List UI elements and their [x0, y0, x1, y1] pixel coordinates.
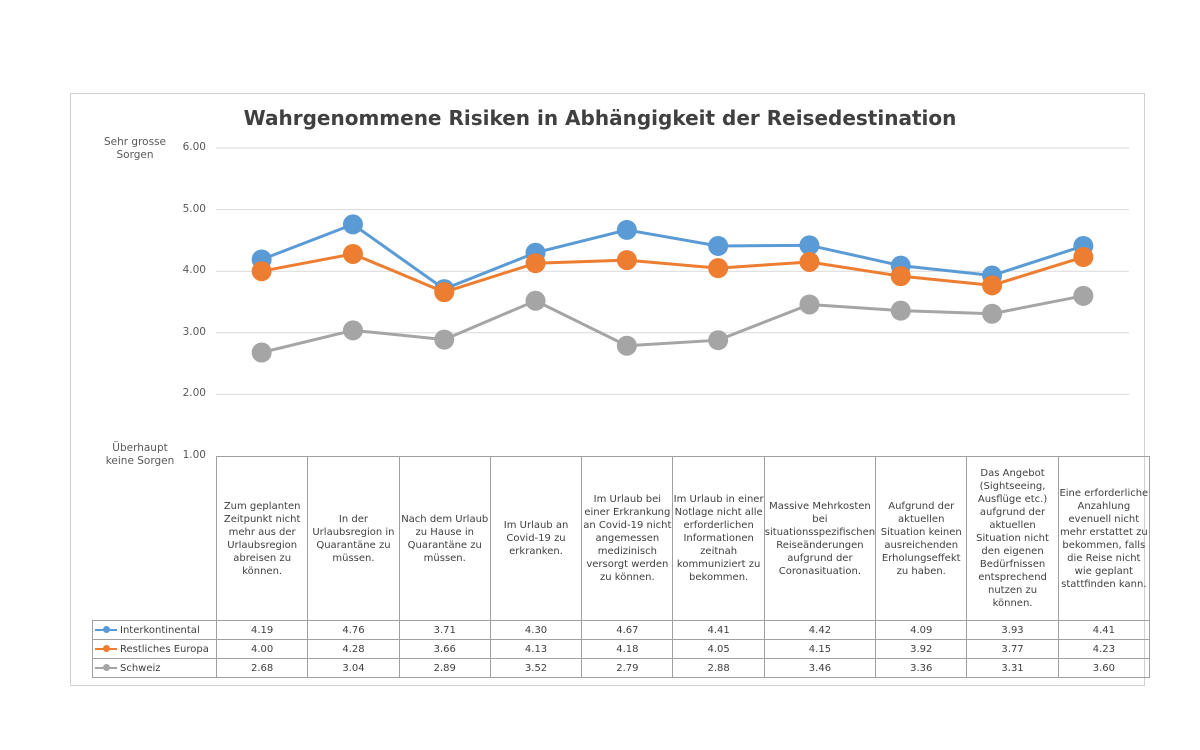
category-label: Im Urlaub in einer Notlage nicht alle er…: [672, 456, 765, 621]
legend-marker-icon: [95, 663, 117, 671]
data-point: [434, 329, 455, 350]
data-cell: 3.31: [966, 658, 1059, 678]
data-cell: 3.71: [398, 620, 491, 640]
data-table: Zum geplanten Zeitpunkt nicht mehr aus d…: [92, 456, 1150, 678]
category-label: Massive Mehrkosten bei situationsspezifi…: [763, 456, 877, 621]
data-cell: 4.23: [1057, 639, 1150, 659]
category-label: Das Angebot (Sightseeing, Ausflüge etc.)…: [966, 456, 1059, 621]
data-cell: 3.36: [875, 658, 968, 678]
table-row: Schweiz 2.68 3.04 2.89 3.52 2.79 2.88 3.46 3.36 3…: [92, 658, 1150, 678]
data-cell: 3.46: [763, 658, 877, 678]
data-point: [434, 282, 455, 303]
y-label-top: Sehr grosse Sorgen: [103, 136, 166, 161]
category-label: Zum geplanten Zeitpunkt nicht mehr aus d…: [215, 456, 309, 621]
data-cell: 4.15: [763, 639, 877, 659]
data-point: [616, 219, 637, 240]
data-cell: 4.09: [875, 620, 968, 640]
data-point: [890, 266, 911, 287]
data-point: [342, 214, 363, 235]
table-corner: [92, 456, 217, 621]
legend-entry: Restliches Europa: [92, 639, 217, 659]
data-cell: 4.05: [672, 639, 765, 659]
data-cell: 2.89: [398, 658, 491, 678]
data-point: [982, 275, 1003, 296]
data-point: [890, 300, 911, 321]
data-point: [708, 235, 729, 256]
legend-label: Restliches Europa: [120, 643, 209, 655]
y-tick-label: 5.00: [182, 202, 206, 215]
data-cell: 4.28: [307, 639, 400, 659]
category-label: Im Urlaub bei einer Erkrankung an Covid-…: [581, 456, 674, 621]
data-point: [708, 330, 729, 351]
legend-label: Schweiz: [120, 662, 161, 674]
data-cell: 4.00: [215, 639, 309, 659]
table-row: Restliches Europa 4.00 4.28 3.66 4.13 4.18 4.0…: [92, 639, 1150, 659]
data-point: [616, 335, 637, 356]
data-cell: 4.13: [489, 639, 583, 659]
data-cell: 3.93: [966, 620, 1059, 640]
category-label: Eine erforderliche Anzahlung evenuell ni…: [1057, 456, 1150, 621]
y-tick-label: 2.00: [182, 387, 206, 400]
data-cell: 4.76: [307, 620, 400, 640]
legend-entry: Interkontinental: [92, 620, 217, 640]
data-point: [799, 235, 820, 256]
y-tick-label: 6.00: [182, 141, 206, 153]
data-point: [342, 320, 363, 341]
data-cell: 3.04: [307, 658, 400, 678]
legend-entry: Schweiz: [92, 658, 217, 678]
data-cell: 3.60: [1057, 658, 1150, 678]
legend-label: Interkontinental: [120, 624, 200, 636]
data-point: [251, 342, 272, 363]
data-cell: 3.77: [966, 639, 1059, 659]
chart-frame: [70, 93, 1145, 686]
category-label: Aufgrund der aktuellen Situation keinen …: [875, 456, 968, 621]
data-point: [525, 253, 546, 274]
table-row: Interkontinental 4.19 4.76 3.71 4.30 4.67 4.41…: [92, 620, 1150, 640]
data-cell: 3.66: [398, 639, 491, 659]
data-point: [616, 250, 637, 271]
category-label: Im Urlaub an Covid-19 zu erkranken.: [489, 456, 583, 621]
y-tick-label: 4.00: [182, 264, 206, 277]
data-point: [1073, 247, 1094, 268]
data-cell: 4.19: [215, 620, 309, 640]
data-cell: 4.41: [672, 620, 765, 640]
data-point: [525, 290, 546, 311]
data-cell: 2.88: [672, 658, 765, 678]
data-cell: 2.68: [215, 658, 309, 678]
data-cell: 4.41: [1057, 620, 1150, 640]
chart-title: Wahrgenommene Risiken in Abhängigkeit de…: [243, 106, 957, 130]
data-point: [708, 258, 729, 279]
data-cell: 4.42: [763, 620, 877, 640]
category-label: Nach dem Urlaub zu Hause in Quarantäne z…: [398, 456, 491, 621]
data-point: [799, 251, 820, 272]
data-point: [1073, 285, 1094, 306]
data-cell: 4.30: [489, 620, 583, 640]
series-line-1: [261, 252, 1084, 294]
data-point: [251, 261, 272, 282]
y-tick-label: 3.00: [182, 325, 206, 338]
data-cell: 3.92: [875, 639, 968, 659]
data-point: [342, 243, 363, 264]
legend-marker-icon: [95, 625, 117, 633]
series-line-2: [261, 294, 1084, 354]
data-point: [799, 294, 820, 315]
data-cell: 2.79: [581, 658, 674, 678]
series-line-0: [261, 222, 1084, 291]
data-cell: 3.52: [489, 658, 583, 678]
data-cell: 4.18: [581, 639, 674, 659]
data-cell: 4.67: [581, 620, 674, 640]
category-label: In der Urlaubsregion in Quarantäne zu mü…: [307, 456, 400, 621]
legend-marker-icon: [95, 644, 117, 652]
data-point: [982, 303, 1003, 324]
